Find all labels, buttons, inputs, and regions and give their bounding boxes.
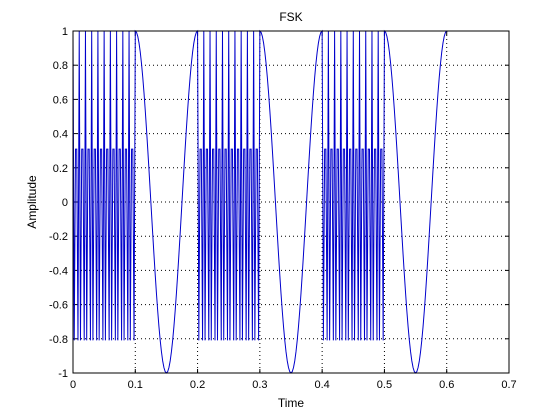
- y-tick-labels: 1 0.8 0.6 0.4 0.2 0 -0.2 -0.4 -0.6 -0.8 -1: [49, 26, 68, 380]
- x-tick-label: 0.7: [501, 379, 516, 391]
- chart-title: FSK: [279, 10, 302, 24]
- y-tick-label: 0.8: [53, 60, 68, 72]
- y-tick-label: 0: [62, 197, 68, 209]
- x-tick-label: 0.5: [377, 379, 392, 391]
- plot-frame: [72, 30, 510, 374]
- plot-background: [73, 31, 509, 373]
- y-tick-label: -0.2: [49, 231, 68, 243]
- y-tick-label: 1: [62, 26, 68, 38]
- x-tick-label: 0.3: [252, 379, 267, 391]
- x-tick-label: 0.6: [439, 379, 454, 391]
- x-tick-label: 0.1: [128, 379, 143, 391]
- y-tick-label: -0.8: [49, 334, 68, 346]
- y-tick-label: -0.6: [49, 300, 68, 312]
- x-axis-label: Time: [278, 396, 305, 410]
- y-axis-label: Amplitude: [25, 175, 39, 229]
- y-tick-label: 0.6: [53, 94, 68, 106]
- x-tick-label: 0.2: [190, 379, 205, 391]
- y-tick-label: 0.2: [53, 163, 68, 175]
- y-tick-label: -0.4: [49, 265, 68, 277]
- x-tick-labels: 0 0.1 0.2 0.3 0.4 0.5 0.6 0.7: [70, 379, 517, 391]
- y-tick-label: -1: [58, 368, 68, 380]
- x-tick-label: 0: [70, 379, 76, 391]
- y-tick-label: 0.4: [53, 129, 68, 141]
- x-tick-label: 0.4: [314, 379, 329, 391]
